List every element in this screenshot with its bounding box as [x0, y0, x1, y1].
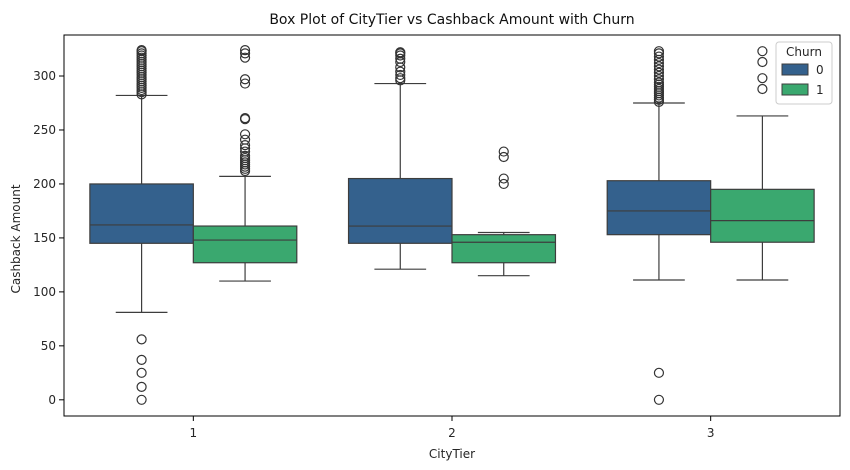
outlier-point — [136, 381, 147, 392]
outlier-point — [395, 73, 406, 84]
y-tick-label: 200 — [33, 177, 56, 191]
outlier-point — [757, 56, 768, 68]
y-tick-label: 0 — [48, 393, 56, 407]
outlier-point — [239, 45, 251, 56]
y-tick-label: 100 — [33, 285, 56, 299]
outlier-point — [136, 394, 147, 405]
x-tick-label: 3 — [707, 426, 715, 440]
outlier-point — [653, 46, 665, 57]
x-axis-title: CityTier — [429, 447, 475, 461]
outlier-point — [757, 46, 768, 57]
outlier-point — [653, 367, 665, 378]
chart-title: Box Plot of CityTier vs Cashback Amount … — [269, 12, 634, 28]
y-tick-label: 50 — [41, 339, 56, 353]
box-iqr-churn-0 — [89, 183, 194, 244]
y-tick-label: 250 — [33, 123, 56, 137]
outlier-point — [498, 178, 509, 190]
outlier-point — [757, 83, 768, 95]
outlier-point — [239, 78, 251, 89]
box-iqr-churn-0 — [347, 177, 453, 244]
outlier-point — [653, 57, 665, 69]
legend-swatch-1 — [781, 83, 809, 96]
outlier-point — [498, 151, 509, 163]
outlier-point — [653, 51, 665, 62]
outlier-point — [239, 134, 251, 145]
outlier-point — [239, 139, 251, 151]
outlier-point — [653, 67, 665, 78]
outlier-point — [653, 394, 665, 405]
outlier-point — [395, 66, 406, 77]
box-iqr-churn-1 — [192, 225, 298, 264]
outlier-point — [239, 150, 251, 161]
outlier-point — [239, 74, 251, 85]
outlier-point — [653, 77, 665, 88]
x-tick-label: 1 — [190, 426, 198, 440]
legend-title: Churn — [786, 45, 822, 59]
legend-swatch-0 — [781, 63, 809, 76]
outlier-point — [653, 70, 665, 82]
outlier-point — [395, 69, 406, 81]
outlier-point — [395, 53, 406, 64]
y-tick-label: 150 — [33, 231, 56, 245]
outlier-point — [136, 334, 147, 345]
outlier-point — [239, 48, 251, 59]
x-tick-label: 2 — [448, 426, 456, 440]
plot-area — [89, 45, 815, 405]
legend-label-1: 1 — [816, 83, 824, 97]
outlier-point — [239, 146, 251, 157]
y-axis-title: Cashback Amount — [9, 184, 23, 293]
outlier-point — [757, 73, 768, 84]
outlier-point — [498, 173, 509, 184]
outlier-point — [239, 129, 251, 140]
box-iqr-churn-1 — [710, 188, 815, 243]
box-iqr-churn-0 — [606, 180, 712, 236]
outlier-point — [653, 74, 665, 85]
outlier-point — [653, 64, 665, 75]
outlier-point — [136, 45, 147, 56]
outlier-point — [239, 113, 251, 124]
outlier-point — [136, 367, 147, 378]
legend-label-0: 0 — [816, 63, 824, 77]
outlier-point — [653, 61, 665, 72]
outlier-point — [498, 146, 509, 157]
outlier-point — [239, 52, 251, 63]
box-iqr-churn-1 — [451, 234, 557, 264]
legend: Churn 0 1 — [775, 41, 833, 105]
outlier-point — [395, 47, 406, 58]
y-tick-label: 300 — [33, 69, 56, 83]
outlier-point — [136, 354, 147, 365]
